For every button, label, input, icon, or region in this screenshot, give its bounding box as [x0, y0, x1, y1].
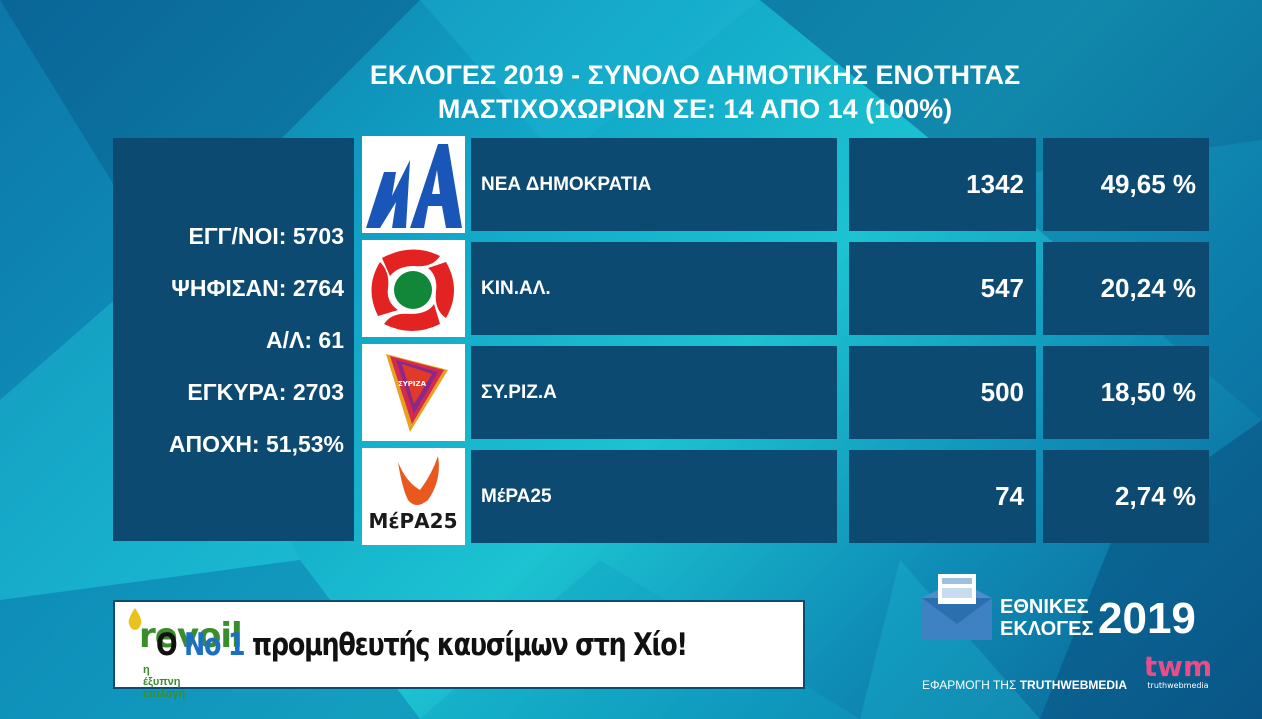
- party-row-nd: ΝΕΑ ΔΗΜΟΚΡΑΤΙΑ 1342 49,65 %: [362, 136, 1209, 233]
- stat-valid: ΕΓΚΥΡΑ: 2703: [187, 378, 344, 405]
- mera25-logo-text: ΜέΡΑ25: [368, 509, 457, 533]
- ballot-box-icon: [922, 574, 992, 640]
- party-percent: 18,50 %: [1043, 346, 1209, 439]
- party-row-kinal: ΚΙΝ.ΑΛ. 547 20,24 %: [362, 240, 1209, 337]
- twm-logo-text: twm: [1146, 650, 1210, 683]
- twm-logo-sub: truthwebmedia: [1147, 681, 1208, 690]
- kinal-logo: [362, 240, 465, 337]
- syriza-logo-icon: ΣΥΡΙΖΑ: [362, 344, 465, 441]
- party-votes: 500: [849, 346, 1036, 439]
- stat-voted: ΨΗΦΙΣΑΝ: 2764: [171, 274, 344, 301]
- ad-banner[interactable]: revoil η έξυπνη επιλογή Ο Νο 1 προμηθευτ…: [113, 600, 805, 700]
- kinal-logo-icon: [362, 240, 465, 337]
- mera25-logo-icon: ΜέΡΑ25: [362, 448, 465, 545]
- party-row-syriza: ΣΥΡΙΖΑ ΣΥ.ΡΙΖ.Α 500 18,50 %: [362, 344, 1209, 441]
- party-percent: 49,65 %: [1043, 138, 1209, 231]
- syriza-logo-text: ΣΥΡΙΖΑ: [398, 380, 427, 388]
- party-name: ΝΕΑ ΔΗΜΟΚΡΑΤΙΑ: [471, 138, 837, 231]
- party-name: ΜέΡΑ25: [471, 450, 837, 543]
- brand-line-2: ΕΚΛΟΓΕΣ: [1000, 618, 1094, 640]
- elections-branding: ΕΘΝΙΚΕΣ ΕΚΛΟΓΕΣ 2019 twm truthwebmedia Ε…: [920, 570, 1240, 700]
- party-row-mera25: ΜέΡΑ25 ΜέΡΑ25 74 2,74 %: [362, 448, 1209, 545]
- credit-pre: ΕΦΑΡΜΟΓΗ ΤΗΣ: [922, 678, 1020, 692]
- nd-logo: [362, 136, 465, 233]
- party-percent: 2,74 %: [1043, 450, 1209, 543]
- title-line-2: ΜΑΣΤΙΧΟΧΩΡΙΩΝ ΣΕ: 14 ΑΠΟ 14 (100%): [437, 94, 953, 124]
- brand-line-1: ΕΘΝΙΚΕΣ: [1000, 596, 1089, 618]
- brand-year: 2019: [1098, 594, 1196, 643]
- oil-drop-icon: [128, 608, 142, 630]
- stat-blank-invalid: Α/Λ: 61: [266, 326, 344, 353]
- revoil-slogan: η έξυπνη επιλογή: [143, 664, 186, 700]
- ad-text-highlight: Νο 1: [183, 626, 246, 663]
- party-votes: 74: [849, 450, 1036, 543]
- party-votes: 547: [849, 242, 1036, 335]
- party-name: ΚΙΝ.ΑΛ.: [471, 242, 837, 335]
- page-title: ΕΚΛΟΓΕΣ 2019 - ΣΥΝΟΛΟ ΔΗΜΟΤΙΚΗΣ ΕΝΟΤΗΤΑΣ…: [300, 58, 1090, 126]
- revoil-brand: revoil: [139, 616, 243, 656]
- ad-text: Ο Νο 1 προμηθευτής καυσίμων στη Χίο!: [155, 626, 688, 663]
- party-votes: 1342: [849, 138, 1036, 231]
- twm-logo: twm truthwebmedia: [1146, 650, 1210, 690]
- title-line-1: ΕΚΛΟΓΕΣ 2019 - ΣΥΝΟΛΟ ΔΗΜΟΤΙΚΗΣ ΕΝΟΤΗΤΑΣ: [369, 60, 1021, 90]
- nd-logo-icon: [362, 136, 465, 233]
- credit-text: ΕΦΑΡΜΟΓΗ ΤΗΣ TRUTHWEBMEDIA: [922, 678, 1127, 692]
- party-percent: 20,24 %: [1043, 242, 1209, 335]
- stat-registered: ΕΓΓ/ΝΟΙ: 5703: [188, 222, 345, 249]
- revoil-logo: revoil η έξυπνη επιλογή: [115, 602, 243, 700]
- stats-panel: ΕΓΓ/ΝΟΙ: 5703 ΨΗΦΙΣΑΝ: 2764 Α/Λ: 61 ΕΓΚΥ…: [113, 138, 354, 541]
- credit-bold: TRUTHWEBMEDIA: [1019, 678, 1128, 692]
- party-name: ΣΥ.ΡΙΖ.Α: [471, 346, 837, 439]
- ad-text-post: προμηθευτής καυσίμων στη Χίο!: [244, 626, 688, 663]
- ad-text-pre: Ο: [155, 626, 184, 663]
- syriza-logo: ΣΥΡΙΖΑ: [362, 344, 465, 441]
- mera25-logo: ΜέΡΑ25: [362, 448, 465, 545]
- stat-abstention: ΑΠΟΧΗ: 51,53%: [168, 430, 344, 457]
